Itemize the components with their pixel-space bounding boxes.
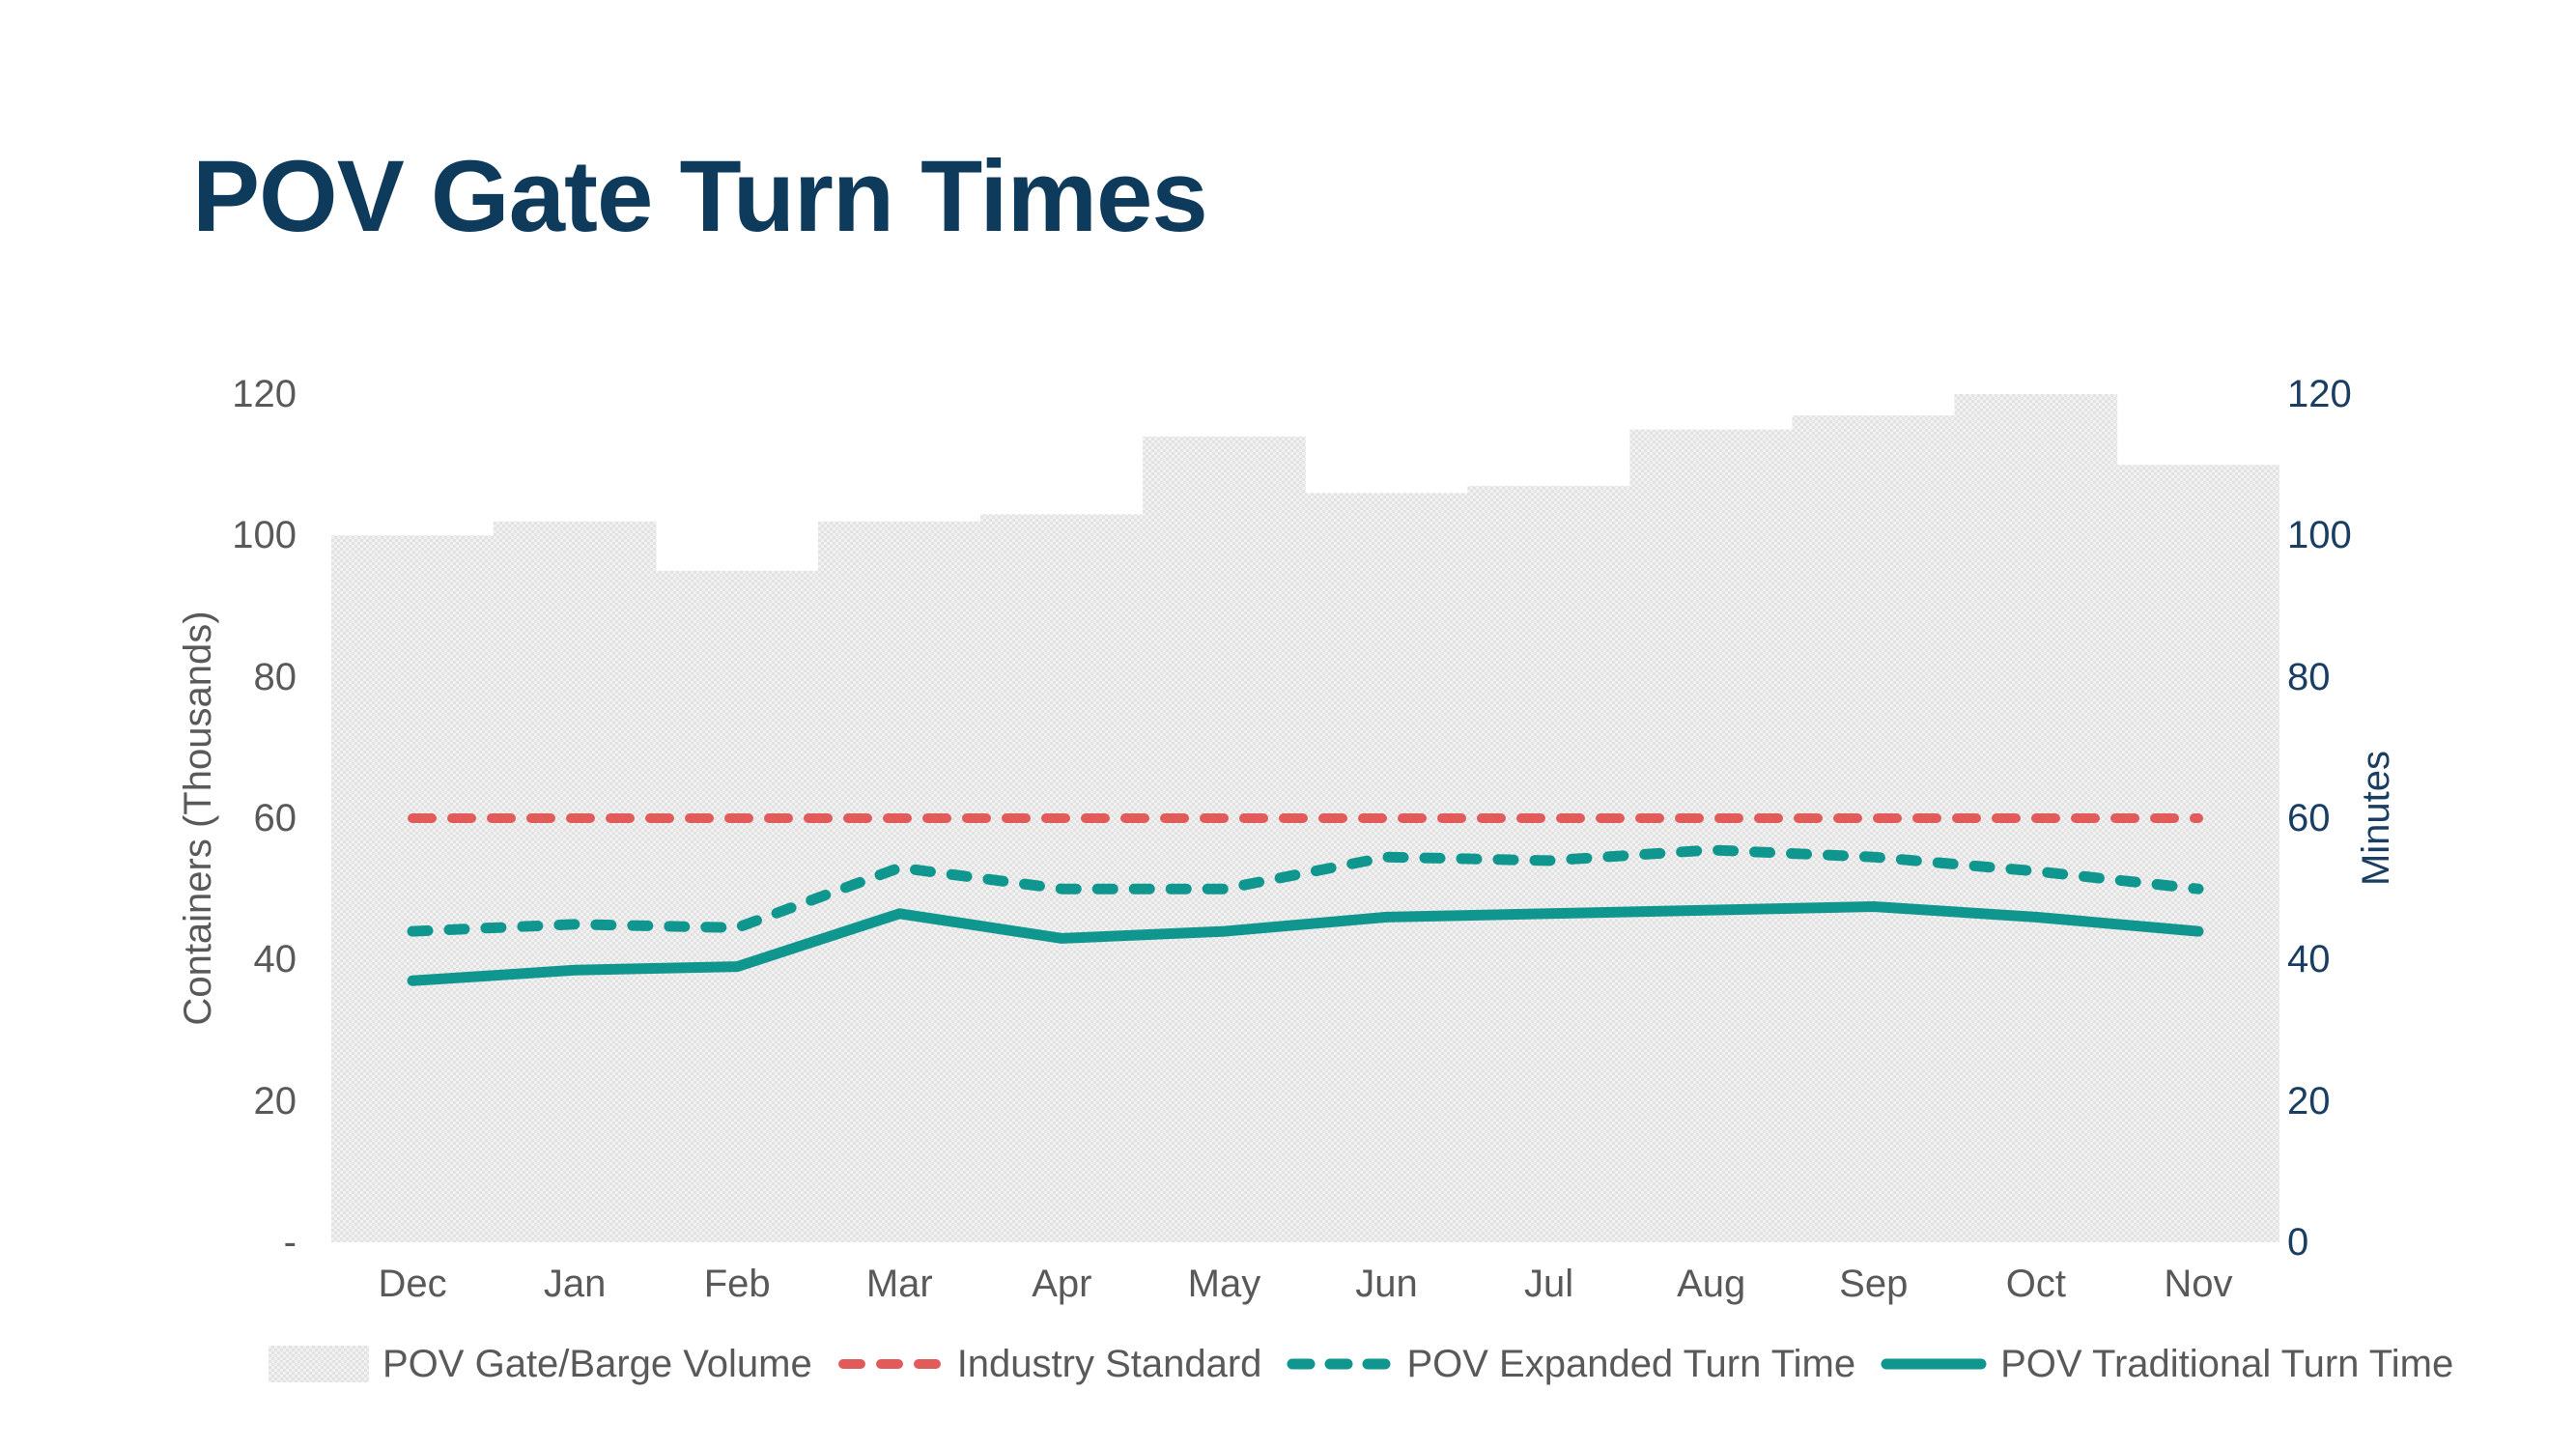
x-axis-label-feb: Feb	[703, 1263, 771, 1305]
x-axis-label-dec: Dec	[378, 1263, 447, 1305]
right-axis-ticks: 120 100 80 60 40 20 0	[2287, 375, 2442, 1262]
legend-label: POV Gate/Barge Volume	[382, 1342, 812, 1385]
x-axis-label-jan: Jan	[543, 1263, 607, 1305]
left-axis-tick-80: 80	[253, 655, 297, 698]
x-axis-label-may: May	[1187, 1263, 1261, 1305]
right-axis-tick-60: 60	[2287, 797, 2331, 839]
right-axis-tick-120: 120	[2287, 373, 2352, 415]
volume-bar-Dec	[331, 535, 495, 1242]
volume-bar-May	[1143, 436, 1306, 1242]
x-axis-label-jul: Jul	[1524, 1263, 1574, 1305]
legend-item-pov-expanded-turn-time: POV Expanded Turn Time	[1287, 1343, 1855, 1386]
legend-line-sample	[837, 1359, 943, 1369]
x-axis-label-aug: Aug	[1677, 1263, 1746, 1305]
left-axis-tick-40: 40	[253, 938, 297, 981]
legend-label: POV Expanded Turn Time	[1406, 1342, 1856, 1385]
x-axis-label-apr: Apr	[1032, 1263, 1092, 1305]
legend-item-pov-gate-barge-volume: POV Gate/Barge Volume	[269, 1343, 812, 1386]
right-axis-tick-100: 100	[2287, 514, 2352, 557]
chart-title: POV Gate Turn Times	[192, 140, 1208, 253]
volume-bar-Jan	[493, 521, 657, 1242]
x-axis-label-nov: Nov	[2164, 1263, 2233, 1305]
x-axis-label-sep: Sep	[1839, 1263, 1909, 1305]
left-axis-tick-20: 20	[253, 1079, 297, 1122]
volume-bar-Nov	[2116, 465, 2279, 1242]
right-axis-tick-0: 0	[2287, 1221, 2309, 1264]
legend-item-pov-traditional-turn-time: POV Traditional Turn Time	[1881, 1343, 2453, 1386]
legend-label: Industry Standard	[956, 1342, 1262, 1385]
right-axis-tick-80: 80	[2287, 655, 2331, 698]
x-axis-label-mar: Mar	[865, 1263, 933, 1305]
volume-bar-Aug	[1629, 429, 1794, 1242]
volume-bar-Sep	[1792, 415, 1956, 1242]
left-axis-tick-120: 120	[232, 373, 297, 415]
x-axis-label-oct: Oct	[2005, 1263, 2066, 1305]
volume-bar-Mar	[817, 521, 981, 1242]
legend-item-industry-standard: Industry Standard	[837, 1342, 1262, 1386]
right-axis-tick-40: 40	[2287, 938, 2331, 981]
legend-line-sample	[1881, 1358, 1987, 1370]
x-axis-label-jun: Jun	[1355, 1263, 1418, 1305]
left-axis-ticks: 120 100 80 60 40 20 -	[97, 375, 297, 1262]
legend: POV Gate/Barge Volume Industry Standard PO…	[269, 1337, 2453, 1391]
left-axis-tick-60: 60	[253, 797, 297, 839]
legend-bar-swatch	[269, 1346, 369, 1382]
legend-label: POV Traditional Turn Time	[2000, 1342, 2454, 1385]
plot-area	[331, 394, 2279, 1242]
pov-expanded-turn-time-line	[407, 844, 2204, 937]
x-axis-labels: Dec Jan Feb Mar Apr May Jun Jul Aug Sep Oct Nov	[331, 1261, 2279, 1309]
legend-line-sample	[1287, 1358, 1393, 1370]
pov-traditional-turn-time-line	[407, 901, 2204, 986]
left-axis-tick-100: 100	[232, 514, 297, 557]
left-axis-tick-0: -	[283, 1221, 297, 1264]
right-axis-tick-20: 20	[2287, 1079, 2331, 1122]
